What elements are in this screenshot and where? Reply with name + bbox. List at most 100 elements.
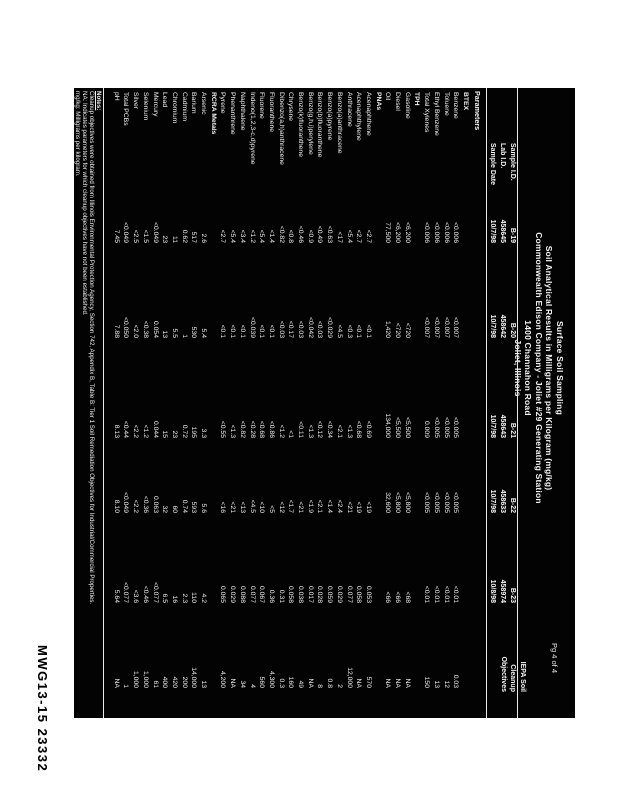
value-cell: <0.1 bbox=[238, 324, 246, 338]
value-cell: <1.3 bbox=[345, 424, 353, 438]
column-header: B-20 bbox=[509, 322, 516, 338]
value-cell: <720 bbox=[394, 322, 402, 338]
value-cell: 560 bbox=[258, 676, 266, 688]
value-cell: <4.5 bbox=[335, 324, 343, 338]
value-cell: 0.063 bbox=[151, 495, 159, 513]
section-header: BTEX bbox=[462, 92, 469, 111]
value-cell: 5.4 bbox=[200, 328, 208, 338]
value-cell: 5.6 bbox=[200, 503, 208, 513]
value-cell: <0.46 bbox=[297, 225, 305, 243]
notes-title: Notes: bbox=[95, 91, 102, 111]
value-cell: <5 bbox=[268, 505, 275, 513]
value-cell: <2.4 bbox=[335, 499, 343, 513]
column-header: 10/7/98 bbox=[489, 219, 496, 243]
value-cell: <0.077 bbox=[122, 582, 130, 603]
value-cell: 32 bbox=[161, 505, 169, 513]
value-cell: <1.2 bbox=[141, 424, 149, 438]
value-cell: 0.029 bbox=[335, 585, 343, 603]
value-cell: <0.03 bbox=[297, 320, 305, 338]
section-header: TPH bbox=[413, 92, 421, 106]
value-cell: <19 bbox=[355, 501, 363, 513]
value-cell: <2.7 bbox=[355, 229, 363, 243]
header-underline-rule bbox=[486, 88, 487, 718]
value-cell: <0.1 bbox=[355, 324, 363, 338]
value-cell: 134,000 bbox=[384, 413, 392, 438]
value-cell: 0.053 bbox=[365, 585, 372, 603]
value-cell: <0.12 bbox=[316, 420, 324, 438]
value-cell: <0.005 bbox=[442, 417, 450, 438]
value-cell: 5.5 bbox=[171, 328, 178, 338]
value-cell: <0.007 bbox=[432, 317, 440, 338]
value-cell: <6,200 bbox=[403, 222, 411, 243]
value-cell: 4.2 bbox=[200, 593, 208, 603]
value-cell: 13 bbox=[432, 680, 440, 688]
column-header: 10/7/98 bbox=[489, 414, 496, 438]
value-cell: <0.1 bbox=[219, 324, 227, 338]
value-cell: <0.1 bbox=[229, 324, 237, 338]
value-cell: 8.13 bbox=[112, 424, 120, 438]
value-cell: <0.077 bbox=[151, 582, 159, 603]
value-cell: <0.9 bbox=[306, 229, 314, 243]
value-cell: 0.03 bbox=[452, 674, 460, 688]
value-cell: 4 bbox=[248, 684, 256, 688]
value-cell: <1.3 bbox=[306, 424, 314, 438]
column-header: 458643 bbox=[499, 414, 506, 438]
epa-column-header: Objectives bbox=[500, 656, 507, 692]
value-cell: <17 bbox=[335, 231, 343, 243]
value-cell: <1.3 bbox=[229, 424, 237, 438]
value-cell: <0.049 bbox=[151, 222, 159, 243]
value-cell: 7.88 bbox=[112, 324, 120, 338]
value-cell: <12 bbox=[277, 501, 285, 513]
value-cell: 16 bbox=[171, 595, 178, 603]
value-cell: <0.049 bbox=[122, 222, 130, 243]
value-cell: 200 bbox=[180, 676, 188, 688]
value-cell: <16 bbox=[219, 501, 227, 513]
title-line: Soil Analytical Results in Milligrams pe… bbox=[544, 245, 555, 491]
notes-block: Notes: Cleanup objectives were obtained … bbox=[74, 91, 102, 716]
value-cell: 570 bbox=[365, 676, 372, 688]
value-cell: <0.03 bbox=[277, 320, 285, 338]
section-header: RCRA Metals bbox=[209, 92, 217, 135]
value-cell: <2.7 bbox=[219, 229, 227, 243]
value-cell: 8 bbox=[316, 684, 324, 688]
column-header: 10/7/98 bbox=[489, 314, 496, 338]
value-cell: 0.74 bbox=[180, 499, 188, 513]
value-cell: <0.69 bbox=[365, 420, 372, 438]
value-cell: <0.68 bbox=[355, 420, 363, 438]
value-cell: 0.8 bbox=[326, 678, 334, 688]
value-cell: <2.2 bbox=[132, 424, 140, 438]
value-cell: <0.11 bbox=[297, 421, 305, 438]
report-title: Surface Soil Sampling Soil Analytical Re… bbox=[513, 128, 565, 608]
value-cell: 1 bbox=[122, 684, 130, 688]
value-cell: <0.28 bbox=[248, 420, 256, 438]
value-cell: <0.042 bbox=[306, 317, 314, 338]
value-cell: 15 bbox=[161, 430, 169, 438]
value-cell: <68 bbox=[403, 591, 411, 603]
value-cell: <0.63 bbox=[326, 225, 334, 243]
value-cell: <0.005 bbox=[452, 492, 460, 513]
value-cell: <66 bbox=[394, 591, 402, 603]
value-cell: <0.03 bbox=[316, 320, 324, 338]
rotated-table: Surface Soil Sampling Soil Analytical Re… bbox=[74, 88, 575, 718]
note-line: Cleanup objectives were obtained from Il… bbox=[88, 91, 95, 605]
value-cell: 0.029 bbox=[229, 585, 237, 603]
column-header: B-23 bbox=[509, 587, 516, 603]
value-cell: <0.82 bbox=[277, 225, 285, 243]
value-cell: 0.058 bbox=[355, 585, 363, 603]
column-header: 458645 bbox=[499, 219, 506, 243]
value-cell: <5,800 bbox=[394, 492, 402, 513]
value-cell: <0.050 bbox=[122, 317, 130, 338]
value-cell: 61 bbox=[151, 680, 159, 688]
value-cell: 1 bbox=[180, 334, 188, 338]
value-cell: 32,600 bbox=[384, 492, 392, 513]
value-cell: <66 bbox=[384, 591, 392, 603]
value-cell: <2.5 bbox=[132, 229, 140, 243]
value-cell: <19 bbox=[365, 501, 372, 513]
value-cell: <0.38 bbox=[141, 320, 149, 338]
column-header: B-21 bbox=[509, 422, 516, 438]
value-cell: <0.1 bbox=[268, 324, 275, 338]
value-cell: <1.4 bbox=[268, 229, 275, 243]
value-cell: <21 bbox=[297, 501, 305, 513]
value-cell: <2.0 bbox=[132, 324, 140, 338]
